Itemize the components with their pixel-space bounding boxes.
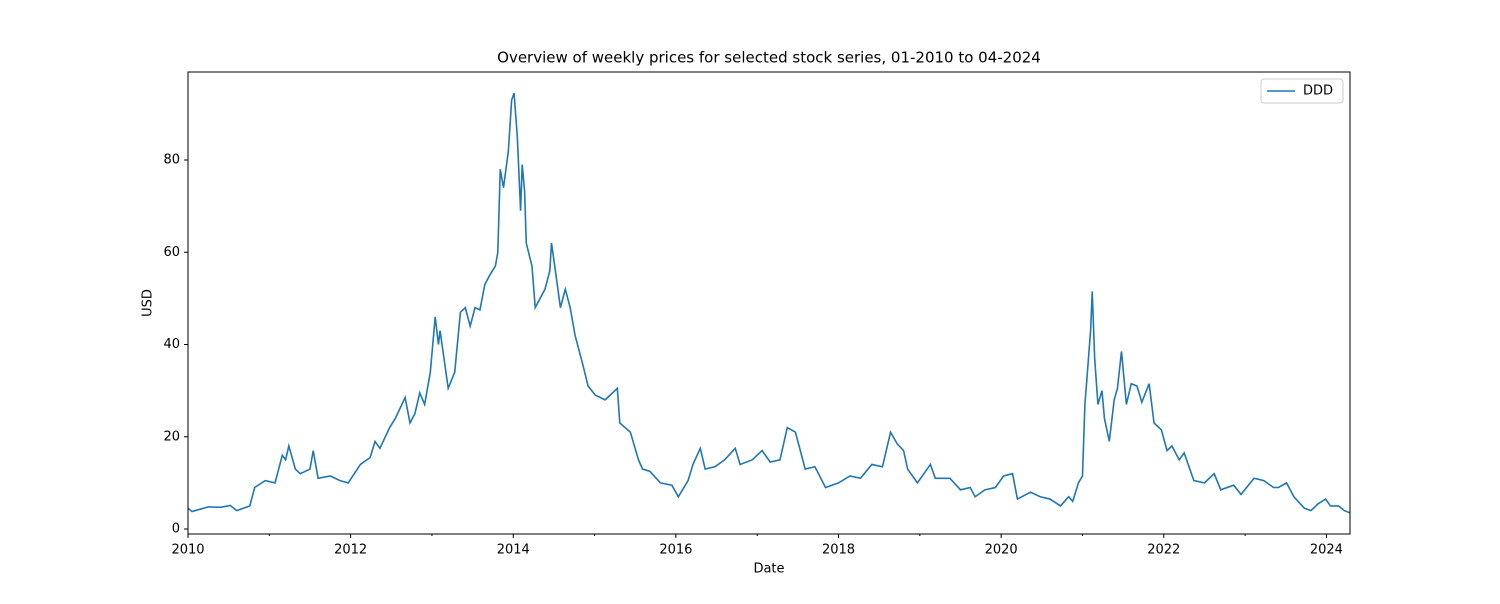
x-tick-label: 2018 xyxy=(822,543,855,558)
x-tick-label: 2022 xyxy=(1147,543,1180,558)
y-tick-label: 40 xyxy=(163,337,180,352)
series-line xyxy=(188,92,1350,514)
y-axis-label: USD xyxy=(141,289,156,317)
y-tick-label: 0 xyxy=(172,522,180,537)
legend-box xyxy=(1260,78,1344,104)
x-tick-label: 2020 xyxy=(985,543,1018,558)
legend-label: DDD xyxy=(1303,84,1333,99)
y-tick-label: 60 xyxy=(163,245,180,260)
x-tick-label: 2012 xyxy=(334,543,367,558)
y-tick-label: 80 xyxy=(163,153,180,168)
x-axis-label: Date xyxy=(753,562,784,577)
plot-frame xyxy=(187,71,1351,535)
x-tick-label: 2010 xyxy=(171,543,204,558)
x-tick-label: 2024 xyxy=(1310,543,1343,558)
x-tick-label: 2014 xyxy=(497,543,530,558)
y-tick-label: 20 xyxy=(163,429,180,444)
chart-title: Overview of weekly prices for selected s… xyxy=(497,49,1041,67)
x-tick-label: 2016 xyxy=(659,543,692,558)
